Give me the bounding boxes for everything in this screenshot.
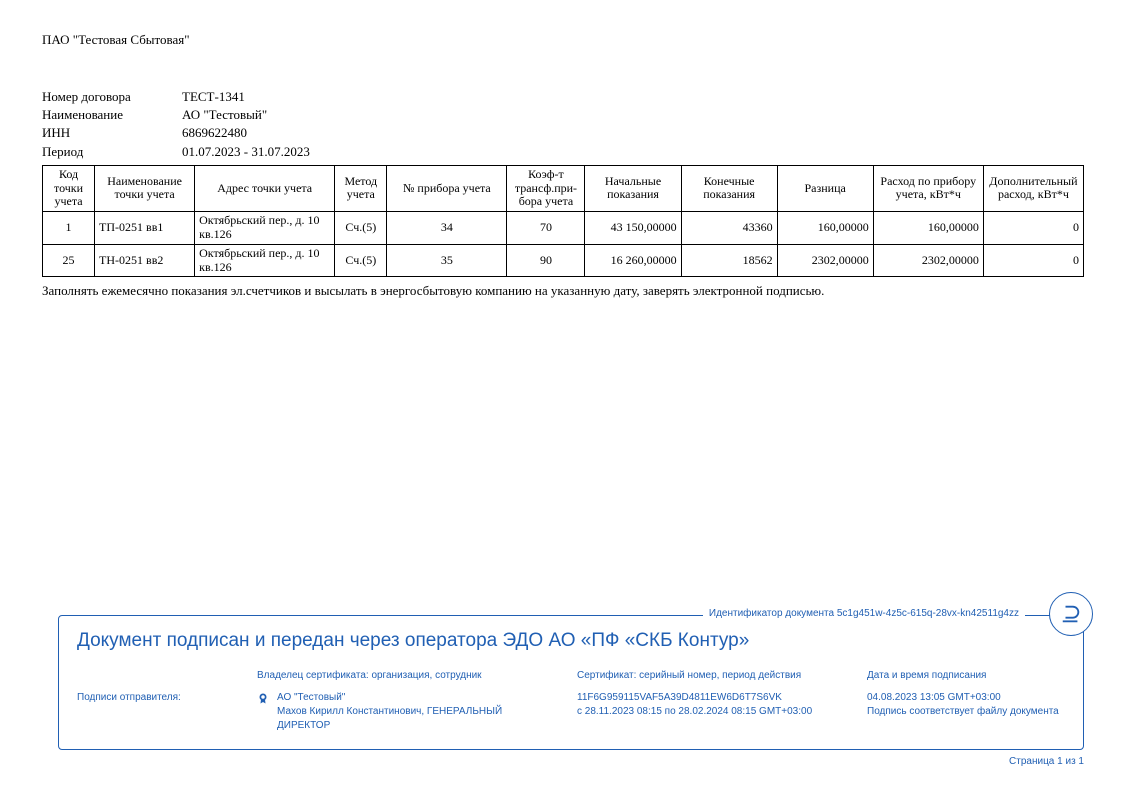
- contract-value: ТЕСТ-1341: [182, 88, 245, 106]
- sender-label: Подписи отправителя:: [77, 691, 181, 705]
- table-cell: 70: [507, 212, 585, 245]
- cert-owner-org: АО "Тестовый": [277, 691, 557, 705]
- table-cell: 160,00000: [777, 212, 873, 245]
- table-header-cell: Коэф-т трансф.при-бора учета: [507, 165, 585, 211]
- signature-title: Документ подписан и передан через операт…: [77, 630, 1065, 652]
- table-cell: Сч.(5): [335, 212, 387, 245]
- company-name: ПАО "Тестовая Сбытовая": [42, 32, 1084, 48]
- table-cell: 16 260,00000: [585, 244, 681, 277]
- footnote: Заполнять ежемесячно показания эл.счетчи…: [42, 283, 1084, 299]
- table-cell: Октябрьский пер., д. 10 кв.126: [195, 212, 335, 245]
- table-header-cell: Начальные показания: [585, 165, 681, 211]
- table-cell: 43 150,00000: [585, 212, 681, 245]
- readings-table: Код точки учетаНаименование точки учетаА…: [42, 165, 1084, 278]
- name-value: АО "Тестовый": [182, 106, 267, 124]
- table-row: 1ТП-0251 вв1Октябрьский пер., д. 10 кв.1…: [43, 212, 1084, 245]
- table-cell: ТП-0251 вв1: [95, 212, 195, 245]
- period-value: 01.07.2023 - 31.07.2023: [182, 143, 310, 161]
- cert-period: с 28.11.2023 08:15 по 28.02.2024 08:15 G…: [577, 705, 847, 719]
- table-cell: Сч.(5): [335, 244, 387, 277]
- table-cell: 43360: [681, 212, 777, 245]
- cert-owner-person: Махов Кирилл Константинович, ГЕНЕРАЛЬНЫЙ…: [277, 705, 557, 733]
- cert-head: Сертификат: серийный номер, период дейст…: [577, 670, 847, 681]
- inn-value: 6869622480: [182, 124, 247, 142]
- doc-id: Идентификатор документа 5c1g451w-4z5c-61…: [703, 608, 1025, 619]
- table-cell: 160,00000: [873, 212, 983, 245]
- table-cell: 35: [387, 244, 507, 277]
- cert-serial: 11F6G959115VAF5A39D4811EW6D6T7S6VK: [577, 691, 847, 705]
- contract-label: Номер договора: [42, 88, 182, 106]
- table-cell: 90: [507, 244, 585, 277]
- sign-status: Подпись соответствует файлу документа: [867, 705, 1065, 719]
- table-header-cell: Код точки учета: [43, 165, 95, 211]
- table-header-cell: Конечные показания: [681, 165, 777, 211]
- sign-time: 04.08.2023 13:05 GMT+03:00: [867, 691, 1065, 705]
- inn-label: ИНН: [42, 124, 182, 142]
- table-cell: Октябрьский пер., д. 10 кв.126: [195, 244, 335, 277]
- seal-icon: [257, 692, 269, 704]
- table-header-cell: Метод учета: [335, 165, 387, 211]
- table-cell: 2302,00000: [873, 244, 983, 277]
- table-header-cell: Адрес точки учета: [195, 165, 335, 211]
- period-label: Период: [42, 143, 182, 161]
- cert-owner-head: Владелец сертификата: организация, сотру…: [257, 670, 557, 681]
- signature-panel: Идентификатор документа 5c1g451w-4z5c-61…: [58, 615, 1084, 750]
- page-number: Страница 1 из 1: [58, 756, 1084, 767]
- table-header-cell: Расход по прибору учета, кВт*ч: [873, 165, 983, 211]
- table-header-cell: Дополнительный расход, кВт*ч: [983, 165, 1083, 211]
- table-cell: 34: [387, 212, 507, 245]
- table-header-cell: Разница: [777, 165, 873, 211]
- table-cell: 0: [983, 212, 1083, 245]
- table-cell: 0: [983, 244, 1083, 277]
- table-cell: 18562: [681, 244, 777, 277]
- table-header-cell: № прибора учета: [387, 165, 507, 211]
- table-header-cell: Наименование точки учета: [95, 165, 195, 211]
- diadoc-badge-icon: [1049, 592, 1093, 636]
- table-row: 25ТН-0251 вв2Октябрьский пер., д. 10 кв.…: [43, 244, 1084, 277]
- table-cell: 25: [43, 244, 95, 277]
- table-cell: 1: [43, 212, 95, 245]
- sign-time-head: Дата и время подписания: [867, 670, 1065, 681]
- table-cell: 2302,00000: [777, 244, 873, 277]
- name-label: Наименование: [42, 106, 182, 124]
- table-cell: ТН-0251 вв2: [95, 244, 195, 277]
